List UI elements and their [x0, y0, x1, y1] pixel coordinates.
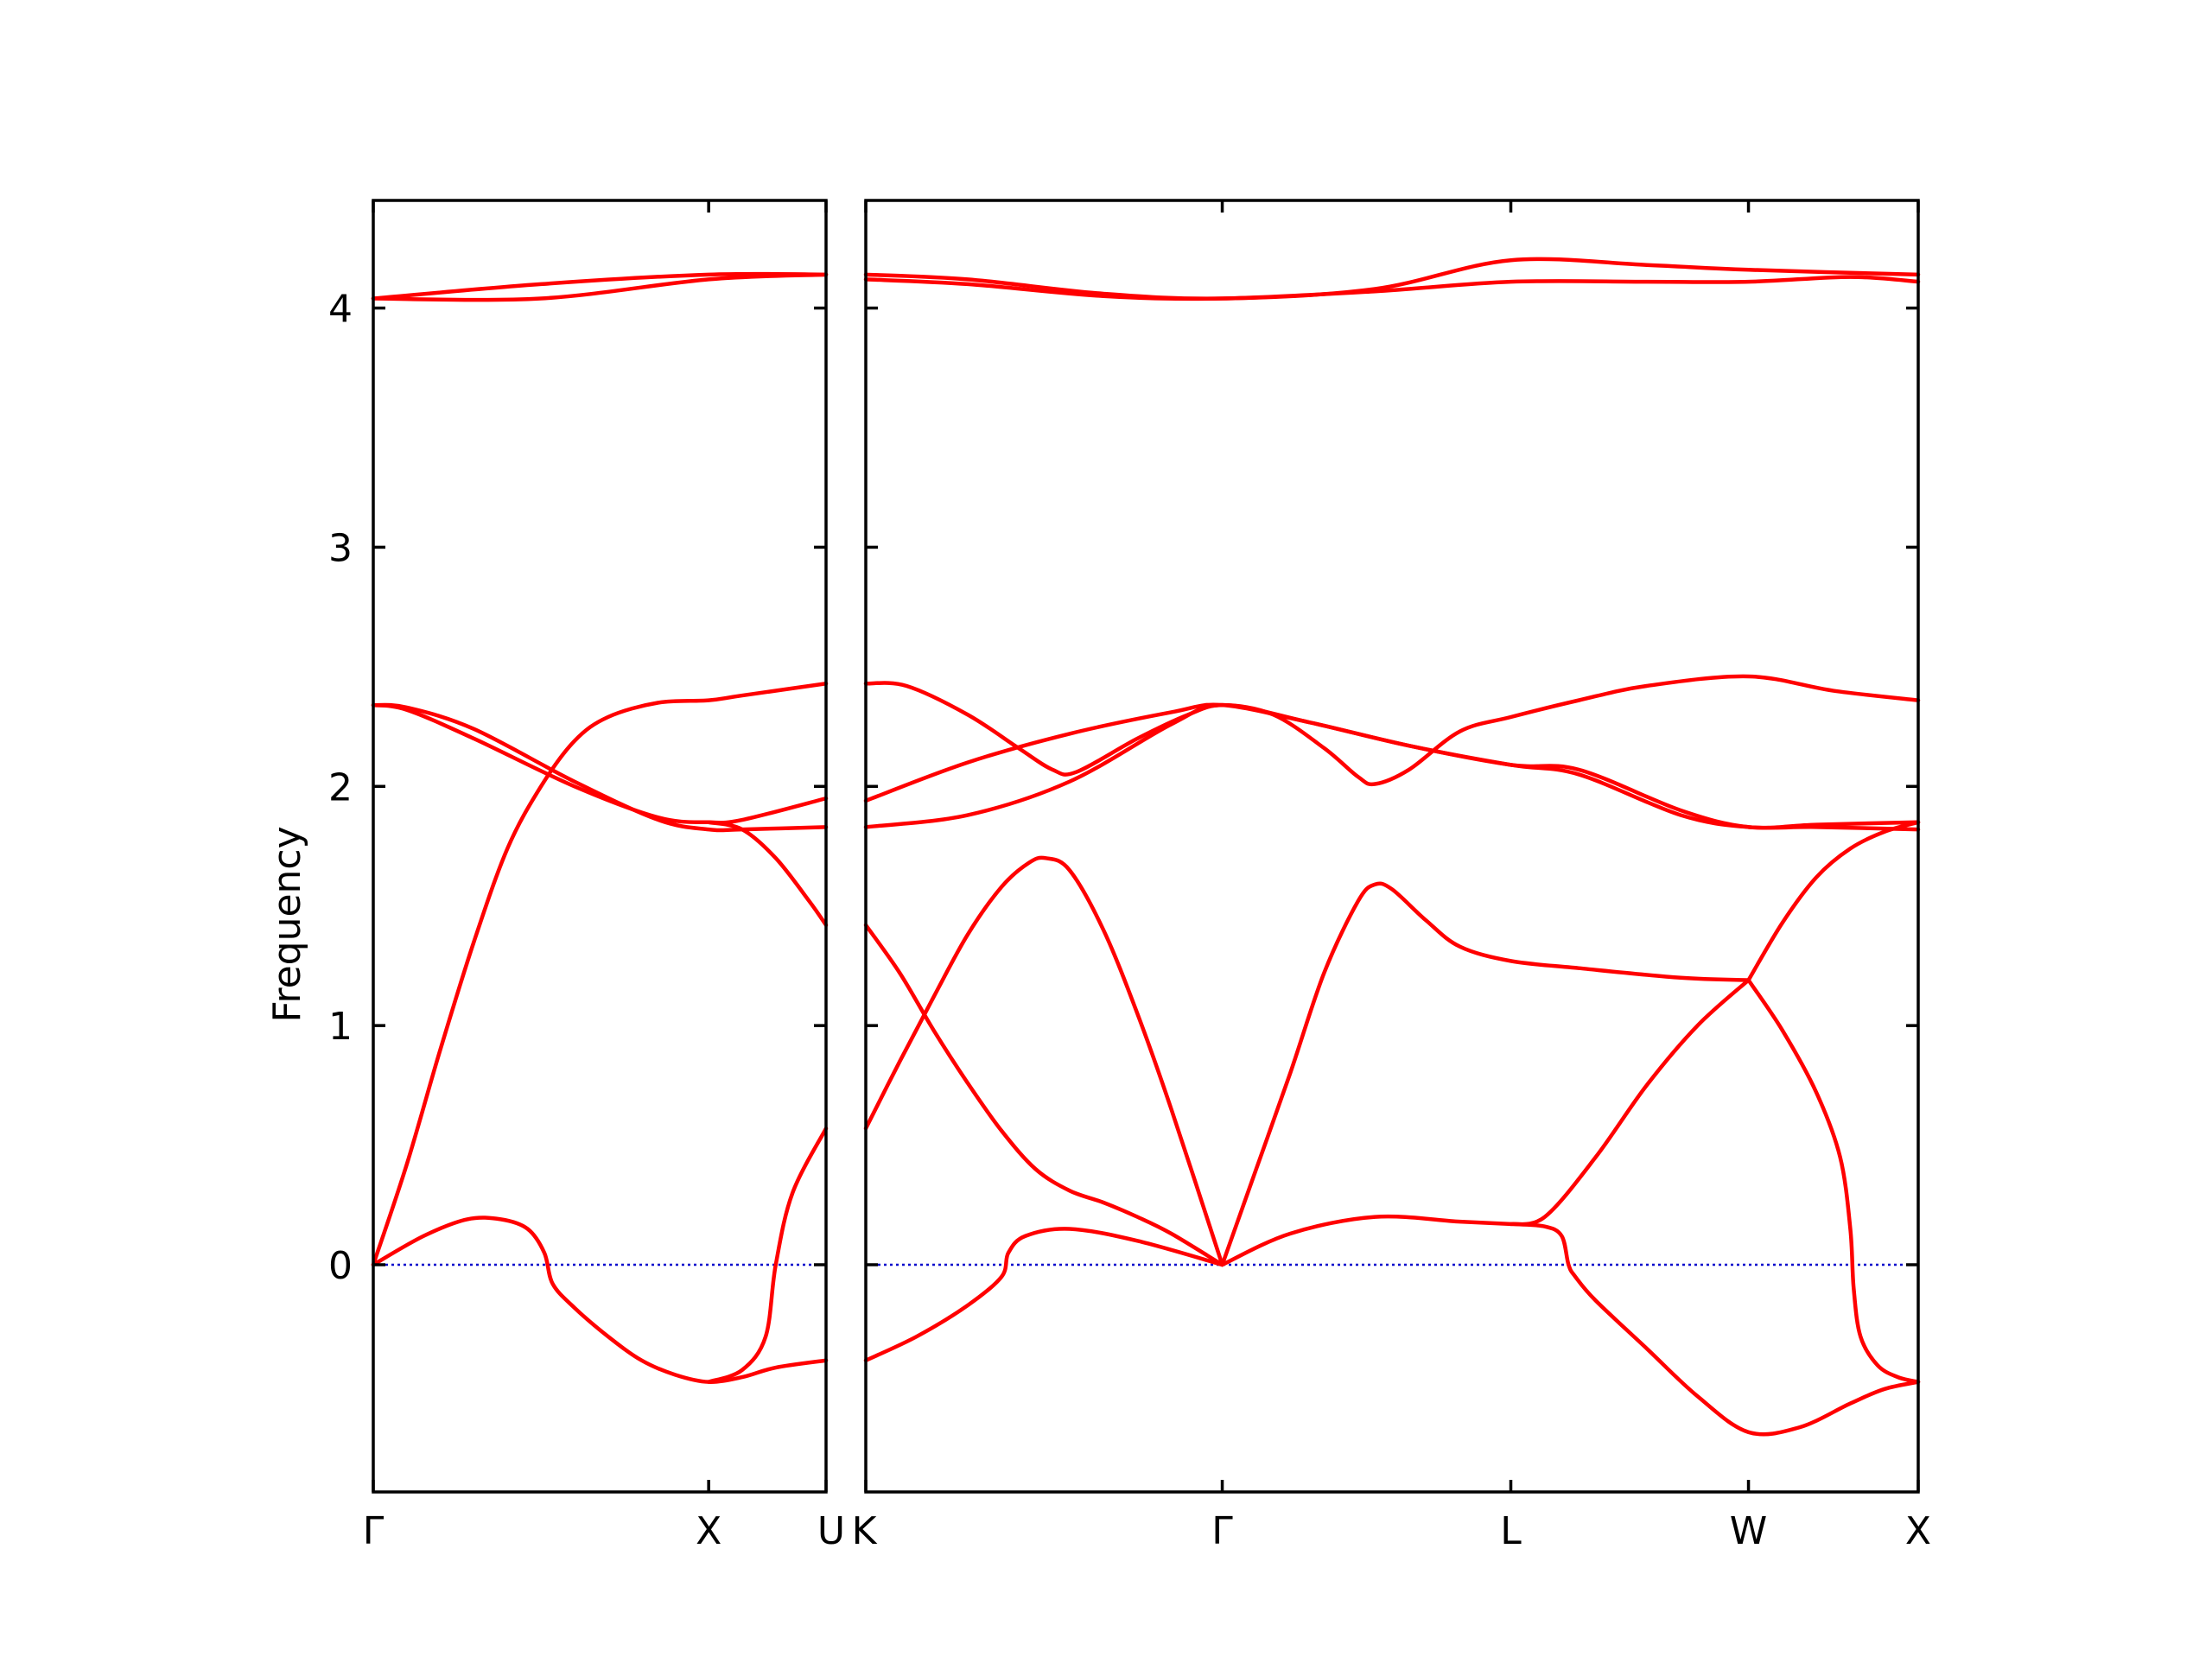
band-line — [1746, 820, 1921, 982]
y-tick-label: 0 — [328, 1244, 353, 1288]
x-tick-label: X — [696, 1509, 721, 1553]
band-line — [863, 275, 1921, 301]
band-line — [1509, 978, 1751, 1227]
y-tick-labels: 0 1 2 3 4 — [328, 288, 353, 1288]
band-line — [371, 272, 829, 302]
band-line — [863, 257, 1921, 301]
band-line — [371, 681, 829, 1267]
y-axis-title: Frequency — [265, 826, 309, 1022]
band-line — [863, 1227, 1224, 1362]
y-tick-label: 3 — [328, 526, 353, 570]
band-line — [863, 855, 1224, 1267]
x-tick-label: L — [1500, 1509, 1522, 1553]
band-line — [1220, 881, 1751, 1267]
x-tick-label: U — [817, 1509, 845, 1553]
band-line — [706, 1126, 829, 1384]
band-line — [863, 674, 1921, 787]
x-tick-label: Γ — [363, 1509, 385, 1553]
y-tick-label: 4 — [328, 288, 353, 332]
band-line — [863, 923, 1224, 1267]
x-tick-label: K — [852, 1509, 878, 1553]
y-tick-label: 2 — [328, 765, 353, 809]
x-tick-label: Γ — [1211, 1509, 1233, 1553]
band-line — [863, 702, 1921, 832]
band-line — [371, 271, 829, 301]
band-line — [1220, 1214, 1921, 1437]
band-line — [1746, 978, 1921, 1384]
panel-frame — [864, 199, 1920, 1494]
y-tick-label: 1 — [328, 1005, 353, 1049]
band-line — [371, 1216, 829, 1384]
panel-frame — [372, 199, 828, 1494]
band-line — [371, 702, 829, 825]
band-line — [863, 702, 1921, 830]
band-line — [706, 820, 829, 928]
x-tick-label: X — [1905, 1509, 1931, 1553]
x-tick-label: W — [1730, 1509, 1768, 1553]
